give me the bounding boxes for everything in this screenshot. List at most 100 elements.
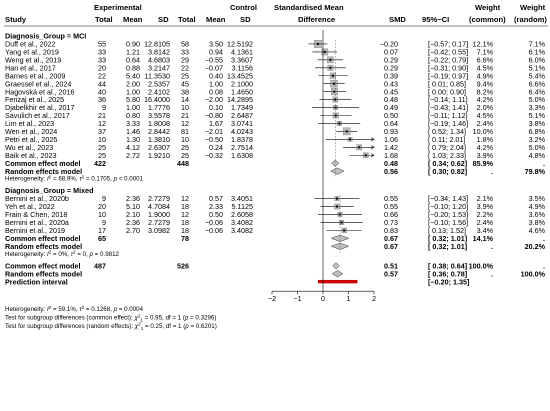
subgroup-random-weight-random: 20.2% bbox=[525, 242, 546, 251]
ci-value: [ 0.79; 2.04] bbox=[428, 143, 466, 152]
weight-common: 8.2% bbox=[477, 87, 494, 96]
mean-c: −0.06 bbox=[205, 226, 223, 235]
total-e: 12 bbox=[98, 119, 106, 128]
weight-random: 3.6% bbox=[529, 210, 546, 219]
weight-common: 4.2% bbox=[477, 95, 494, 104]
weight-random: 3.5% bbox=[529, 194, 546, 203]
point-estimate bbox=[345, 130, 348, 133]
x-axis: −2 −1 0 1 2 bbox=[268, 290, 376, 303]
mean-c: −2.00 bbox=[205, 95, 223, 104]
overall-random-weight-common: . bbox=[491, 269, 493, 278]
mean-c: −0.80 bbox=[205, 111, 223, 120]
mean-c: 0.10 bbox=[209, 103, 223, 112]
point-estimate bbox=[329, 66, 332, 69]
subgroup-common-weight-common: 85.9% bbox=[473, 159, 494, 168]
weight-common: 3.9% bbox=[477, 202, 494, 211]
overall-random: Random effects model 0.57 [ 0.36; 0.78]. 10… bbox=[5, 269, 546, 278]
mean-e: 0.80 bbox=[126, 111, 140, 120]
smd-value: 0.55 bbox=[384, 194, 398, 203]
weight-common: 10.0% bbox=[473, 127, 494, 136]
point-estimate bbox=[329, 58, 332, 61]
study-name: Weng et al., 2019 bbox=[5, 55, 61, 64]
weight-random: 3.8% bbox=[529, 218, 546, 227]
sd-c: 3.4082 bbox=[231, 226, 253, 235]
sd-e: 2.8442 bbox=[148, 127, 170, 136]
smd-value: 0.55 bbox=[384, 202, 398, 211]
ci-value: [−0.10; 1.20] bbox=[428, 202, 468, 211]
study-name: Lim et al., 2023 bbox=[5, 119, 54, 128]
point-estimate bbox=[331, 74, 334, 77]
study-row: Wen et al., 2024 37 1.46 2.8442 81 −2.01 4.024… bbox=[5, 127, 546, 136]
weight-common: 9.4% bbox=[477, 79, 494, 88]
sd-c: 2.7514 bbox=[231, 143, 253, 152]
mean-e: 4.12 bbox=[126, 143, 140, 152]
study-row: Lim et al., 2023 12 3.33 1.8008 12 1.67 3.0741… bbox=[5, 119, 546, 128]
header-smd-line2: Difference bbox=[298, 15, 335, 24]
header-weight-common-2: (common) bbox=[469, 15, 506, 24]
study-name: Frain & Chen, 2018 bbox=[5, 210, 67, 219]
weight-common: 6.6% bbox=[477, 55, 494, 64]
subgroup-common: Common effect model 65 78 0.67 [ 0.32; 1.01]… bbox=[5, 234, 545, 243]
total-c: 29 bbox=[181, 55, 189, 64]
total-e: 44 bbox=[98, 79, 106, 88]
overall-random-diamond bbox=[331, 270, 344, 278]
total-c: 81 bbox=[181, 127, 189, 136]
point-estimate bbox=[332, 82, 335, 85]
sd-e: 3.8142 bbox=[148, 48, 170, 57]
subgroup-common-total-e: 422 bbox=[94, 159, 106, 168]
ci-value: [ 0.00; 0.90] bbox=[428, 87, 466, 96]
sd-c: 5.1125 bbox=[232, 202, 253, 211]
smd-value: 0.48 bbox=[384, 95, 398, 104]
study-row: Djabelkhir et al., 2017 9 1.00 1.7776 10 0.10… bbox=[5, 103, 546, 112]
total-e: 25 bbox=[98, 151, 106, 160]
sd-c: 3.0741 bbox=[231, 119, 253, 128]
total-e: 25 bbox=[98, 143, 106, 152]
subgroup-common-diamond bbox=[331, 159, 340, 167]
overall-common-total-e: 487 bbox=[94, 261, 106, 270]
ci-value: [−0.19; 1.46] bbox=[428, 119, 468, 128]
point-estimate bbox=[333, 90, 336, 93]
overall-random-ci: [ 0.36; 0.78] bbox=[428, 269, 467, 278]
overall-common-total-c: 526 bbox=[177, 261, 189, 270]
subgroup-common-label: Common effect model bbox=[5, 159, 80, 168]
sd-c: 1.8378 bbox=[231, 135, 253, 144]
sd-e: 1.9000 bbox=[148, 210, 170, 219]
study-row: Graessel et al., 2024 44 2.00 2.5357 45 1.00 2… bbox=[5, 79, 546, 88]
mean-e: 2.72 bbox=[126, 151, 140, 160]
mean-e: 0.64 bbox=[126, 55, 140, 64]
smd-value: 0.49 bbox=[384, 103, 398, 112]
ci-value: [ 0.52; 1.34] bbox=[428, 127, 466, 136]
point-estimate bbox=[323, 50, 326, 53]
subgroup-random-ci: [ 0.30; 0.82] bbox=[428, 167, 467, 176]
overall-random-label: Random effects model bbox=[5, 269, 82, 278]
mean-e: 2.36 bbox=[126, 194, 140, 203]
point-estimate bbox=[334, 114, 337, 117]
subgroup-common-weight-common: 14.1% bbox=[473, 234, 494, 243]
header-total-e: Total bbox=[95, 15, 113, 24]
ci-value: [ 0.01; 0.85] bbox=[428, 79, 466, 88]
smd-value: −0.20 bbox=[380, 40, 398, 49]
total-c: 12 bbox=[181, 210, 189, 219]
point-estimate bbox=[349, 138, 352, 141]
mean-e: 0.90 bbox=[126, 40, 140, 49]
total-c: 12 bbox=[181, 119, 189, 128]
smd-value: 1.06 bbox=[384, 135, 398, 144]
study-row: Petri et al., 2025 10 1.30 1.3810 10 −0.50 1.8… bbox=[5, 135, 546, 144]
total-e: 17 bbox=[98, 226, 106, 235]
study-row: Barnes et al., 2009 22 5.40 11.3530 25 0.40 13… bbox=[5, 71, 546, 80]
subgroup-random-smd: 0.56 bbox=[384, 167, 398, 176]
subgroup-common-smd: 0.48 bbox=[384, 159, 398, 168]
ci-value: [−0.34; 1.43] bbox=[428, 194, 468, 203]
study-row: Weng et al., 2019 33 0.64 4.6803 29 −0.55 3.36… bbox=[5, 55, 546, 64]
prediction-ci: [−0.20; 1.35] bbox=[428, 277, 469, 286]
weight-common: 4.2% bbox=[477, 143, 494, 152]
total-e: 20 bbox=[98, 202, 106, 211]
mean-c: −0.50 bbox=[205, 135, 223, 144]
study-name: Barnes et al., 2009 bbox=[5, 71, 65, 80]
study-name: Baik et al., 2023 bbox=[5, 151, 57, 160]
mean-e: 1.46 bbox=[126, 127, 140, 136]
total-e: 9 bbox=[102, 218, 106, 227]
overall-common-smd: 0.51 bbox=[384, 261, 398, 270]
total-e: 20 bbox=[98, 63, 106, 72]
